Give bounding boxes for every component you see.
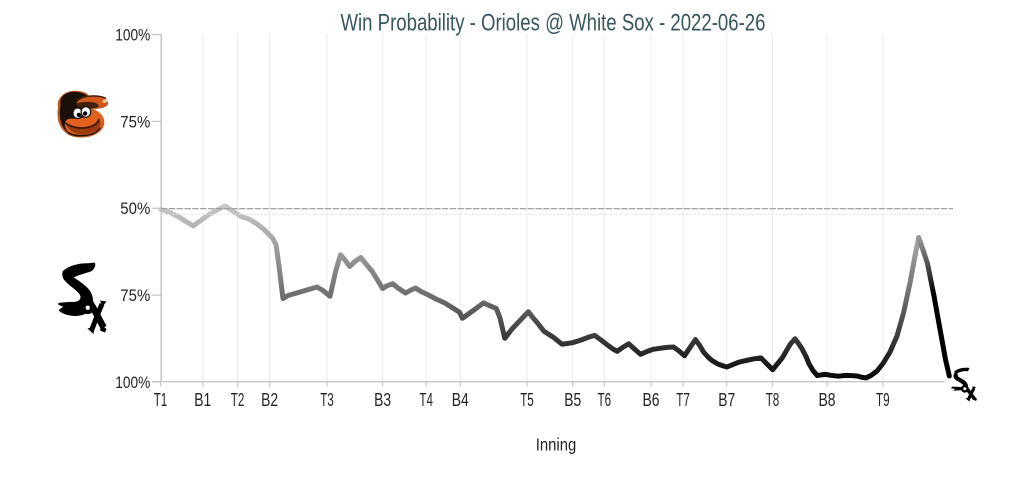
svg-text:B1: B1 (194, 390, 211, 410)
svg-text:B6: B6 (643, 390, 660, 410)
svg-text:50%: 50% (120, 200, 150, 218)
svg-text:B3: B3 (374, 390, 391, 410)
svg-text:100%: 100% (115, 26, 150, 44)
svg-text:100%: 100% (115, 374, 150, 392)
svg-text:B2: B2 (261, 390, 278, 410)
svg-text:Win Probability - Orioles @ Wh: Win Probability - Orioles @ White Sox - … (341, 9, 766, 36)
svg-text:75%: 75% (120, 113, 150, 131)
svg-text:T8: T8 (766, 390, 780, 410)
svg-text:T3: T3 (320, 390, 334, 410)
svg-text:Inning: Inning (536, 435, 577, 455)
svg-text:T7: T7 (676, 390, 690, 410)
svg-text:T1: T1 (154, 390, 168, 410)
svg-text:B8: B8 (819, 390, 836, 410)
svg-text:75%: 75% (120, 287, 150, 305)
svg-text:T9: T9 (876, 390, 890, 410)
svg-text:T2: T2 (231, 390, 245, 410)
svg-text:B5: B5 (564, 390, 581, 410)
svg-text:B7: B7 (718, 390, 735, 410)
svg-text:T6: T6 (598, 390, 612, 410)
svg-text:T5: T5 (520, 390, 534, 410)
svg-text:B4: B4 (452, 390, 469, 410)
svg-text:T4: T4 (419, 390, 433, 410)
